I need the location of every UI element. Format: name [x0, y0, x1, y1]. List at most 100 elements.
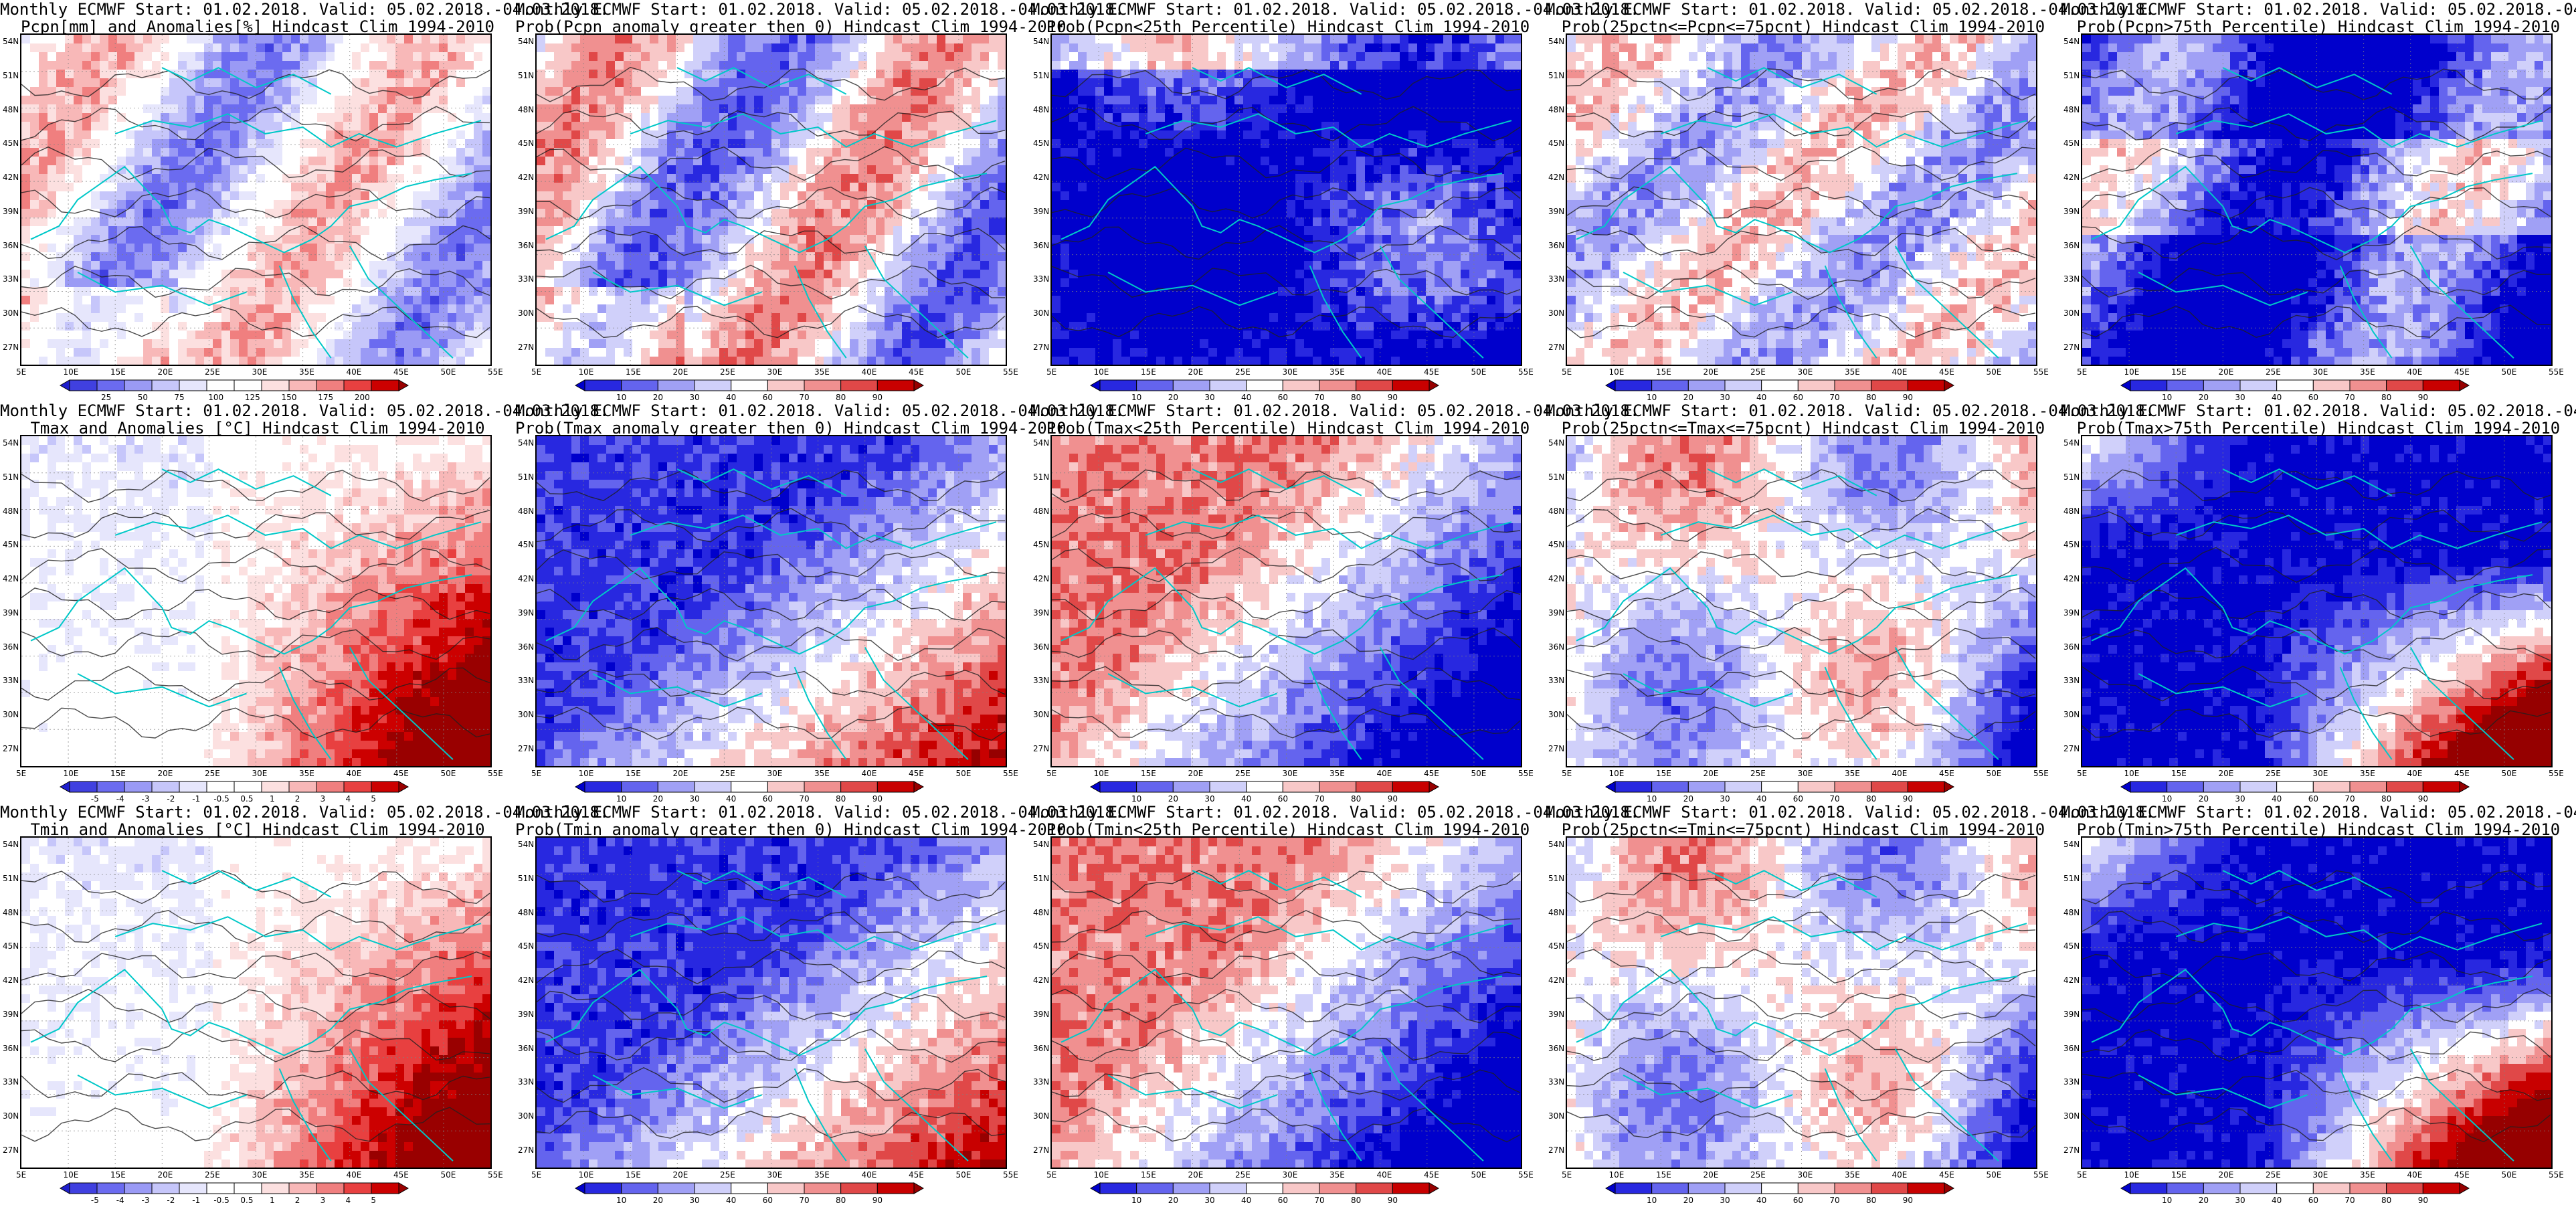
lat-tick-label: 36N: [1033, 242, 1049, 250]
map-panel-prob-tmin-mid: Monthly ECMWF Start: 01.02.2018. Valid: …: [1546, 803, 2061, 1204]
lon-tick-label: 30E: [2313, 769, 2328, 777]
colorbar-tick-label: 90: [1903, 393, 1913, 401]
colorbar-tick-label: -5: [91, 1196, 99, 1204]
lon-tick-label: 10E: [579, 769, 594, 777]
lon-tick-label: 35E: [2360, 368, 2375, 376]
colorbar-tick-label: 40: [726, 393, 736, 401]
lat-tick-label: 45N: [518, 541, 534, 549]
lon-tick-label: 25E: [720, 1171, 735, 1179]
lon-tick-label: 55E: [488, 368, 503, 376]
colorbar-tick-label: 90: [2418, 393, 2428, 401]
map-field: [537, 436, 1006, 766]
colorbar-tick-label: 70: [2344, 795, 2355, 803]
lon-tick-label: 10E: [1094, 368, 1109, 376]
lon-tick-label: 30E: [1283, 1171, 1298, 1179]
lon-tick-label: 35E: [1329, 368, 1345, 376]
colorbar-tick-label: 175: [318, 393, 333, 401]
lon-tick-label: 45E: [909, 368, 924, 376]
lat-tick-label: 45N: [1548, 942, 1564, 950]
colorbar-tick-label: 20: [1683, 795, 1693, 803]
colorbar-tick-label: -3: [142, 1196, 150, 1204]
lon-tick-label: 45E: [1424, 368, 1439, 376]
lon-tick-label: 45E: [909, 1171, 924, 1179]
lat-tick-label: 42N: [1548, 976, 1564, 984]
lon-tick-label: 20E: [1188, 368, 1204, 376]
lon-tick-label: 30E: [252, 368, 268, 376]
lon-tick-label: 25E: [1235, 1171, 1251, 1179]
colorbar-tick-label: 60: [1793, 1196, 1803, 1204]
lat-tick-label: 48N: [1548, 507, 1564, 515]
lat-tick-label: 36N: [1033, 643, 1049, 651]
lon-tick-label: 55E: [488, 769, 503, 777]
lat-tick-label: 33N: [3, 676, 19, 684]
lat-tick-label: 42N: [518, 575, 534, 583]
lon-tick-label: 55E: [1518, 368, 1534, 376]
lat-tick-label: 42N: [2063, 575, 2080, 583]
lat-tick-label: 54N: [1548, 840, 1564, 848]
lon-tick-label: 15E: [2171, 1171, 2187, 1179]
lat-tick-label: 30N: [518, 309, 534, 317]
lat-tick-label: 45N: [1548, 139, 1564, 147]
panel-title-line1: Monthly ECMWF Start: 01.02.2018. Valid: …: [1030, 0, 1546, 19]
lon-tick-label: 10E: [2124, 769, 2140, 777]
lat-tick-label: 51N: [2063, 874, 2080, 883]
lat-tick-label: 42N: [1033, 575, 1049, 583]
lon-tick-label: 25E: [720, 769, 735, 777]
colorbar-tick-label: 80: [1866, 393, 1876, 401]
lat-tick-label: 54N: [2063, 840, 2080, 848]
colorbar-tick-label: 90: [2418, 795, 2428, 803]
panel-title-line1: Monthly ECMWF Start: 01.02.2018. Valid: …: [0, 401, 515, 420]
colorbar-tick-label: 10: [2162, 795, 2172, 803]
lat-tick-label: 54N: [1033, 37, 1049, 45]
lat-tick-label: 30N: [518, 711, 534, 719]
lon-tick-label: 30E: [767, 1171, 783, 1179]
lat-tick-label: 33N: [1548, 1078, 1564, 1086]
panel-title-line1: Monthly ECMWF Start: 01.02.2018. Valid: …: [1030, 401, 1546, 420]
lat-tick-label: 48N: [3, 507, 19, 515]
lat-tick-label: 54N: [3, 840, 19, 848]
lon-tick-label: 35E: [1329, 1171, 1345, 1179]
lat-tick-label: 51N: [3, 72, 19, 80]
lon-tick-label: 45E: [909, 769, 924, 777]
lat-tick-label: 36N: [2063, 242, 2080, 250]
map-frame: [20, 836, 492, 1169]
lat-tick-label: 39N: [2063, 609, 2080, 617]
lat-tick-label: 42N: [518, 173, 534, 181]
colorbar-tick-label: 30: [1720, 1196, 1730, 1204]
lon-tick-label: 20E: [1704, 769, 1719, 777]
colorbar-tick-label: 4: [345, 1196, 351, 1204]
lon-tick-label: 50E: [2502, 368, 2517, 376]
lon-tick-label: 5E: [16, 368, 26, 376]
map-field: [1567, 35, 2036, 365]
map-panel-pcpn-anomaly: Monthly ECMWF Start: 01.02.2018. Valid: …: [0, 0, 515, 401]
lon-tick-label: 25E: [1750, 769, 1766, 777]
lon-tick-label: 45E: [1424, 1171, 1439, 1179]
colorbar-tick-label: 40: [2272, 795, 2282, 803]
lat-tick-label: 27N: [1033, 745, 1049, 753]
lon-tick-label: 10E: [1609, 368, 1625, 376]
lat-tick-label: 45N: [3, 541, 19, 549]
colorbar-tick-label: 1: [270, 1196, 275, 1204]
colorbar-tick-label: 50: [138, 393, 148, 401]
colorbar-tick-label: 40: [726, 795, 736, 803]
colorbar-tick-label: 80: [836, 795, 846, 803]
lon-tick-label: 15E: [626, 1171, 641, 1179]
colorbar-tick-label: 70: [2344, 393, 2355, 401]
lat-tick-label: 51N: [518, 72, 534, 80]
colorbar-tick-label: 70: [1314, 393, 1324, 401]
lon-tick-label: 10E: [1094, 769, 1109, 777]
lon-tick-label: 55E: [2549, 368, 2564, 376]
colorbar-tick-label: 70: [799, 795, 809, 803]
lon-tick-label: 25E: [1235, 769, 1251, 777]
lat-tick-label: 42N: [518, 976, 534, 984]
colorbar-tick-label: 10: [616, 795, 626, 803]
lon-tick-label: 50E: [1987, 769, 2002, 777]
lat-tick-label: 36N: [2063, 643, 2080, 651]
lon-tick-label: 5E: [1562, 368, 1572, 376]
lon-tick-label: 15E: [1656, 769, 1671, 777]
